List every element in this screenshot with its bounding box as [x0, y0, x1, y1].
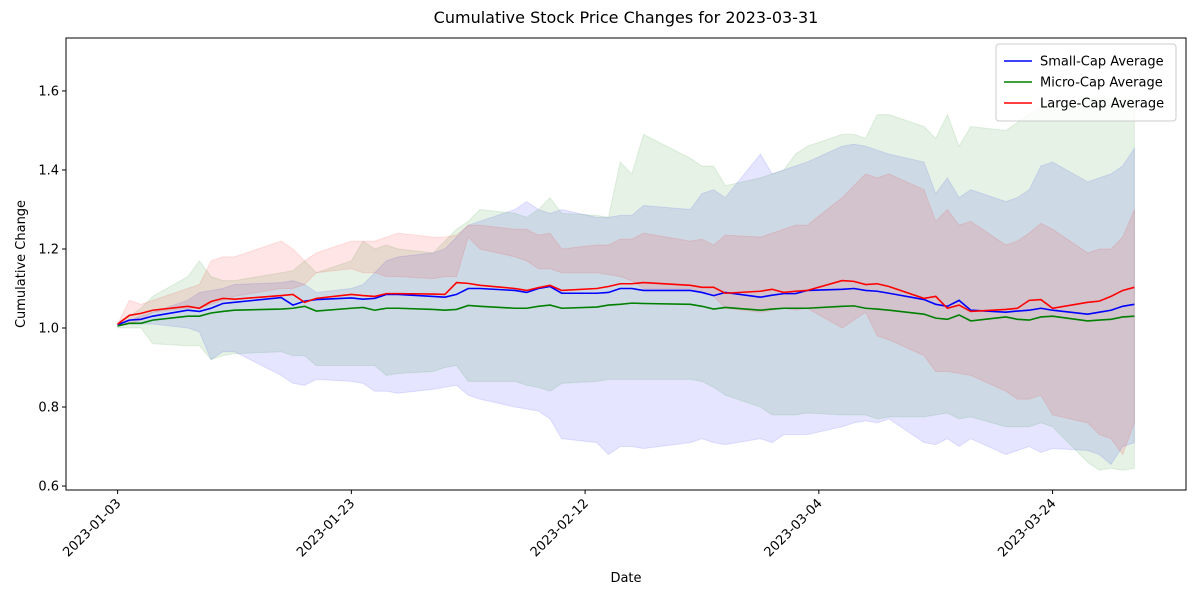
x-tick-label: 2023-03-04: [762, 496, 826, 560]
legend-label: Large-Cap Average: [1040, 97, 1164, 112]
legend-box: [995, 43, 1177, 122]
y-axis-label: Cumulative Change: [14, 200, 29, 328]
chart-title: Cumulative Stock Price Changes for 2023-…: [434, 8, 819, 27]
y-tick-label: 1.6: [38, 84, 59, 99]
legend-label: Small-Cap Average: [1040, 55, 1164, 70]
x-tick-label: 2023-01-03: [60, 496, 124, 560]
series-line: [117, 285, 1135, 326]
y-tick-label: 1.4: [38, 163, 59, 178]
y-tick-label: 0.6: [38, 480, 59, 495]
x-tick-label: 2023-03-24: [995, 496, 1059, 560]
legend-label: Micro-Cap Average: [1040, 76, 1163, 91]
y-tick-label: 1.2: [38, 242, 59, 257]
x-tick-label: 2023-02-12: [528, 496, 592, 560]
y-tick-label: 0.8: [38, 401, 59, 416]
x-axis-label: Date: [610, 571, 641, 586]
range-band: [117, 173, 1135, 456]
series-line: [117, 302, 1135, 327]
plot-frame: [65, 37, 1187, 491]
series-line: [117, 279, 1135, 325]
x-tick-label: 2023-01-23: [294, 496, 358, 560]
legend: Small-Cap Average Micro-Cap Average Large-…: [995, 43, 1177, 122]
y-tick-label: 1.0: [38, 322, 59, 337]
